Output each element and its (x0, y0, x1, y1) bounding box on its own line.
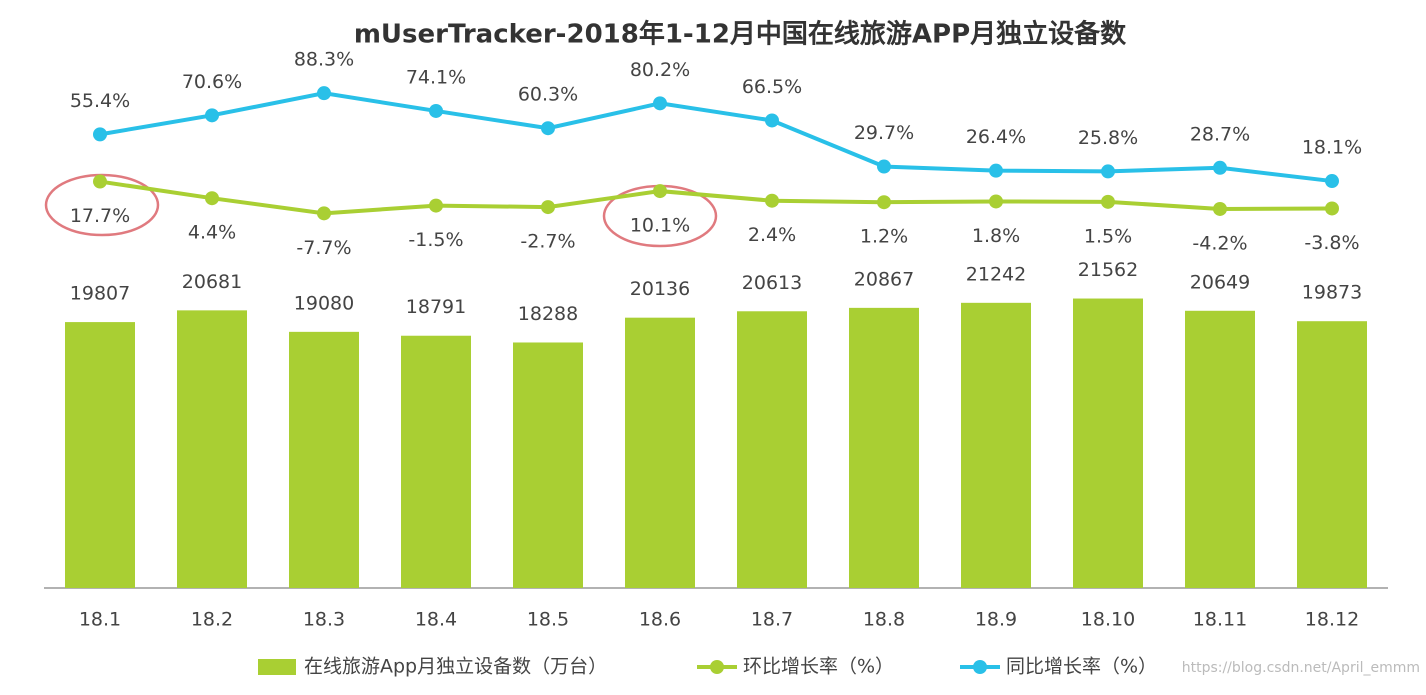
x-tick-label: 18.4 (415, 609, 457, 631)
marker (429, 103, 443, 118)
bar (289, 331, 359, 588)
marker (877, 195, 891, 210)
value-label: 19080 (294, 292, 354, 314)
x-tick-label: 18.9 (975, 609, 1017, 631)
x-tick-label: 18.1 (79, 609, 121, 631)
marker (93, 174, 107, 189)
value-label: 88.3% (294, 49, 354, 71)
x-tick-label: 18.3 (303, 609, 345, 631)
marker (1325, 201, 1339, 216)
value-label: 55.4% (70, 90, 130, 112)
marker (1325, 174, 1339, 189)
value-label: 60.3% (518, 84, 578, 106)
marker (877, 159, 891, 174)
x-tick-label: 18.10 (1081, 609, 1135, 631)
marker (989, 163, 1003, 178)
chart-title: mUserTracker-2018年1-12月中国在线旅游APP月独立设备数 (354, 19, 1127, 50)
marker (317, 206, 331, 221)
marker (205, 191, 219, 206)
legend-label: 在线旅游App月独立设备数（万台） (304, 656, 607, 678)
value-label: 20681 (182, 271, 242, 293)
legend-swatch (710, 660, 724, 674)
x-tick-label: 18.11 (1193, 609, 1247, 631)
value-label: 28.7% (1190, 123, 1250, 145)
watermark: https://blog.csdn.net/April_emmm (1182, 660, 1420, 676)
value-label: 20649 (1190, 271, 1250, 293)
legend-swatch (973, 660, 987, 674)
marker (1213, 160, 1227, 175)
marker (653, 96, 667, 111)
marker (765, 193, 779, 208)
bar (961, 302, 1031, 588)
line (99, 179, 1333, 216)
value-label: 25.8% (1078, 127, 1138, 149)
marker (93, 127, 107, 142)
value-label: 18791 (406, 296, 466, 318)
marker (205, 108, 219, 123)
marker (653, 184, 667, 199)
bar (513, 342, 583, 588)
value-label: 21562 (1078, 259, 1138, 281)
value-label: 21242 (966, 263, 1026, 285)
marker (765, 113, 779, 128)
x-tick-label: 18.7 (751, 609, 793, 631)
bar (65, 322, 135, 588)
value-label: 20136 (630, 278, 690, 300)
value-label: 19807 (70, 283, 130, 305)
bar (177, 310, 247, 588)
value-label: 10.1% (630, 215, 690, 237)
value-label: 74.1% (406, 66, 466, 88)
marker (1101, 194, 1115, 209)
marker (541, 121, 555, 136)
x-tick-label: 18.8 (863, 609, 905, 631)
value-label: 1.8% (972, 225, 1020, 247)
marker (989, 194, 1003, 209)
value-label: -4.2% (1192, 232, 1247, 254)
marker (541, 200, 555, 215)
bar (625, 317, 695, 588)
value-label: 1.2% (860, 226, 908, 248)
x-tick-label: 18.5 (527, 609, 569, 631)
value-label: 29.7% (854, 122, 914, 144)
value-label: 1.5% (1084, 225, 1132, 247)
value-label: 18.1% (1302, 137, 1362, 159)
legend-swatch (258, 659, 296, 675)
value-label: 20867 (854, 268, 914, 290)
bar (1073, 298, 1143, 588)
value-label: 26.4% (966, 126, 1026, 148)
marker (429, 198, 443, 213)
value-label: 19873 (1302, 282, 1362, 304)
marker (317, 86, 331, 101)
bar (849, 307, 919, 588)
marker (1101, 164, 1115, 179)
value-label: 70.6% (182, 71, 242, 93)
value-label: -7.7% (296, 237, 351, 259)
bar (401, 335, 471, 588)
value-label: -3.8% (1304, 232, 1359, 254)
value-label: -1.5% (408, 229, 463, 251)
value-label: 18288 (518, 303, 578, 325)
x-tick-label: 18.2 (191, 609, 233, 631)
value-label: 2.4% (748, 224, 796, 246)
value-label: 80.2% (630, 59, 690, 81)
bar (737, 311, 807, 588)
x-tick-label: 18.12 (1305, 609, 1359, 631)
value-label: -2.7% (520, 231, 575, 253)
line (99, 91, 1333, 184)
bar (1297, 321, 1367, 588)
marker (1213, 201, 1227, 216)
value-label: 17.7% (70, 205, 130, 227)
value-label: 4.4% (188, 222, 236, 244)
value-label: 20613 (742, 272, 802, 294)
x-tick-label: 18.6 (639, 609, 681, 631)
legend-label: 同比增长率（%） (1006, 656, 1157, 678)
value-label: 66.5% (742, 76, 802, 98)
legend-label: 环比增长率（%） (743, 656, 894, 678)
bar (1185, 310, 1255, 588)
